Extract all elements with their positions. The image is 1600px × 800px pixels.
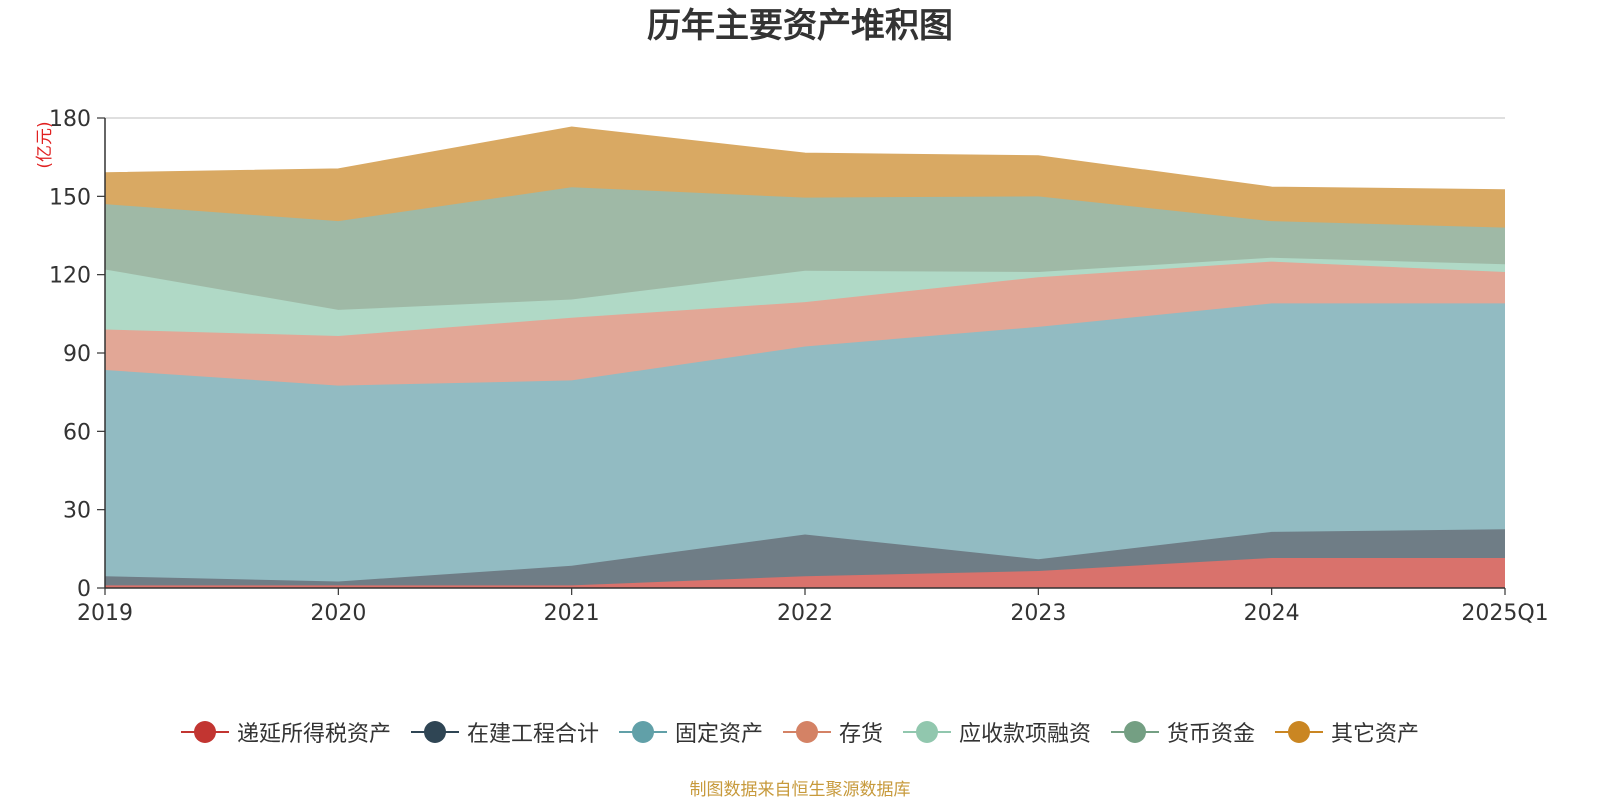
y-tick-label: 180 xyxy=(49,107,91,132)
legend-label: 固定资产 xyxy=(674,722,763,747)
legend-label: 货币资金 xyxy=(1167,722,1256,747)
stacked-areas xyxy=(104,126,1506,588)
legend-item[interactable]: 递延所得税资产 xyxy=(180,716,391,748)
area-series-4 xyxy=(105,257,1505,337)
legend-item[interactable]: 应收款项融资 xyxy=(903,716,1091,748)
x-tick-label: 2023 xyxy=(1010,601,1066,626)
legend-marker-icon xyxy=(618,720,667,744)
y-tick-label: 150 xyxy=(49,185,91,210)
series-line-5 xyxy=(104,186,1506,229)
legend-label: 递延所得税资产 xyxy=(236,722,391,747)
source-note: 制图数据来自恒生聚源数据库 xyxy=(689,780,911,800)
x-tick-label: 2021 xyxy=(544,601,600,626)
legend-item[interactable]: 货币资金 xyxy=(1111,716,1255,748)
area-series-1 xyxy=(105,529,1505,586)
legend-marker-icon xyxy=(782,720,831,744)
area-series-5 xyxy=(105,187,1505,310)
legend-item[interactable]: 其它资产 xyxy=(1275,716,1419,748)
y-tick-label: 90 xyxy=(63,342,91,367)
legend-item[interactable]: 在建工程合计 xyxy=(410,716,599,748)
legend-marker-icon xyxy=(410,720,459,744)
y-ticks: 0 30 60 90 120 150 180 xyxy=(49,107,105,602)
legend-marker-icon xyxy=(903,720,951,744)
legend-label: 其它资产 xyxy=(1331,722,1420,747)
y-tick-label: 0 xyxy=(77,577,91,602)
x-tick-label: 2019 xyxy=(77,601,133,626)
area-series-6 xyxy=(105,127,1505,228)
y-tick-label: 60 xyxy=(63,420,91,445)
area-series-0 xyxy=(105,557,1505,588)
x-tick-label: 2025Q1 xyxy=(1461,601,1548,626)
legend-marker-icon xyxy=(1275,720,1324,744)
x-tick-label: 2024 xyxy=(1244,601,1300,626)
legend-label: 应收款项融资 xyxy=(959,722,1092,747)
legend-item[interactable]: 固定资产 xyxy=(618,716,763,748)
area-series-2 xyxy=(105,303,1505,582)
legend-marker-icon xyxy=(1111,720,1160,744)
legend-label: 在建工程合计 xyxy=(466,722,599,747)
legend: 递延所得税资产 在建工程合计 固定资产 存货 应收款项融资 货币资金 其它资产 xyxy=(0,716,1600,748)
legend-marker-icon xyxy=(180,720,229,744)
chart-title: 历年主要资产堆积图 xyxy=(647,6,953,46)
x-tick-label: 2020 xyxy=(310,601,366,626)
y-unit-label: (亿元) xyxy=(35,121,55,168)
y-tick-label: 120 xyxy=(49,264,91,289)
legend-item[interactable]: 存货 xyxy=(782,716,883,748)
area-series-3 xyxy=(105,261,1505,386)
legend-label: 存货 xyxy=(838,722,883,747)
series-line-6 xyxy=(104,126,1506,191)
x-ticks: 2019 2020 2021 2022 2023 2024 2025Q1 xyxy=(77,588,1549,626)
x-tick-label: 2022 xyxy=(777,601,833,626)
y-tick-label: 30 xyxy=(63,499,91,524)
